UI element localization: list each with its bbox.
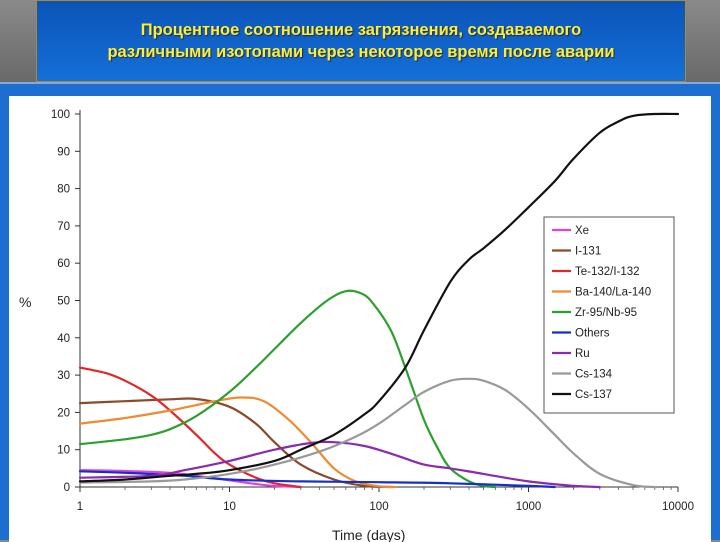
y-tick-label: 100 <box>51 109 70 121</box>
y-tick-label: 50 <box>57 296 70 308</box>
x-tick-label: 10 <box>223 501 236 513</box>
legend-label-ba-140-la-140: Ba-140/La-140 <box>575 287 651 299</box>
chart-area: 0 10 20 30 40 50 60 70 80 90 100 1 10 100 1000 10000 %… <box>9 96 711 542</box>
series-line-cs-134 <box>78 377 656 489</box>
x-tick-label: 10000 <box>662 501 694 513</box>
slide-title: Процентное соотношение загрязнения, созд… <box>107 21 615 61</box>
legend-label-ru: Ru <box>575 348 590 360</box>
series-line-zr-95-nb-95 <box>78 289 497 489</box>
series-line-others <box>78 470 556 489</box>
legend-label-others: Others <box>575 328 610 340</box>
y-tick-label: 80 <box>57 184 70 196</box>
series-line-cs-137 <box>78 112 680 483</box>
y-tick-label: 90 <box>57 146 70 158</box>
x-axis-ticks: 1 10 100 1000 10000 <box>77 487 694 513</box>
y-axis-title: % <box>19 294 31 310</box>
x-axis-title: Time (days) <box>332 527 405 542</box>
legend-label-zr-95-nb-95: Zr-95/Nb-95 <box>575 307 637 319</box>
y-tick-label: 10 <box>57 445 70 457</box>
y-axis-ticks: 0 10 20 30 40 50 60 70 80 90 100 <box>51 109 80 494</box>
chart-legend: Xe I-131 Te-132/I-132 Ba-140/La-140 Zr-95/Nb… <box>543 216 675 414</box>
y-tick-label: 70 <box>57 221 70 233</box>
x-tick-label: 100 <box>369 501 388 513</box>
series-lines <box>78 112 680 489</box>
x-tick-label: 1000 <box>516 501 542 513</box>
legend-label-i-131: I-131 <box>575 246 601 258</box>
y-tick-label: 40 <box>57 333 70 345</box>
legend-label-cs-137: Cs-137 <box>575 389 612 401</box>
y-tick-label: 0 <box>64 482 70 494</box>
y-tick-label: 20 <box>57 407 70 419</box>
slide-title-box: Процентное соотношение загрязнения, созд… <box>36 0 686 82</box>
series-line-ru <box>78 440 601 489</box>
x-tick-label: 1 <box>77 501 83 513</box>
legend-label-xe: Xe <box>575 225 589 237</box>
legend-label-te-132-i-132: Te-132/I-132 <box>575 266 640 278</box>
y-tick-label: 60 <box>57 258 70 270</box>
chart-frame: 0 10 20 30 40 50 60 70 80 90 100 1 10 100 1000 10000 %… <box>0 82 720 542</box>
y-tick-label: 30 <box>57 370 70 382</box>
legend-label-cs-134: Cs-134 <box>575 369 613 381</box>
